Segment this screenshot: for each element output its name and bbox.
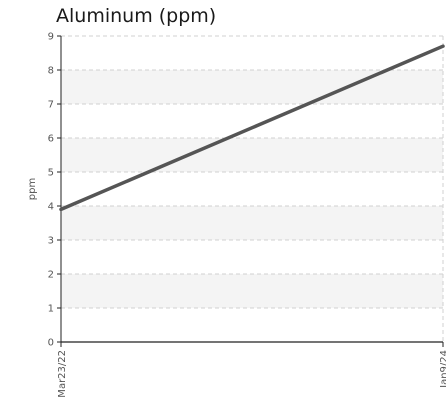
- y-axis-label: ppm: [27, 178, 38, 200]
- x-ticks: Mar23/22 Jan9/24: [57, 342, 446, 398]
- x-tick-label: Mar23/22: [57, 350, 68, 398]
- chart-title: Aluminum (ppm): [56, 5, 217, 27]
- y-tick-label: 9: [48, 32, 54, 43]
- series-line: [59, 44, 445, 212]
- y-tick-label: 6: [48, 134, 54, 145]
- y-tick-label: 2: [48, 270, 54, 281]
- axes: [60, 36, 443, 343]
- plot-bands: [61, 70, 443, 308]
- series: [59, 44, 445, 212]
- y-tick-label: 0: [48, 338, 54, 349]
- y-ticks: 0 1 2 3 4 5 6 7 8 9: [48, 32, 61, 349]
- plot-band: [61, 70, 443, 104]
- plot-band: [61, 274, 443, 308]
- y-tick-label: 7: [48, 100, 54, 111]
- y-tick-label: 4: [48, 202, 54, 213]
- y-tick-label: 3: [48, 236, 54, 247]
- plot-band: [61, 206, 443, 240]
- y-tick-label: 8: [48, 66, 54, 77]
- plot-band: [61, 138, 443, 172]
- y-tick-label: 5: [48, 168, 54, 179]
- y-tick-label: 1: [48, 304, 54, 315]
- x-tick-label: Jan9/24: [439, 350, 446, 389]
